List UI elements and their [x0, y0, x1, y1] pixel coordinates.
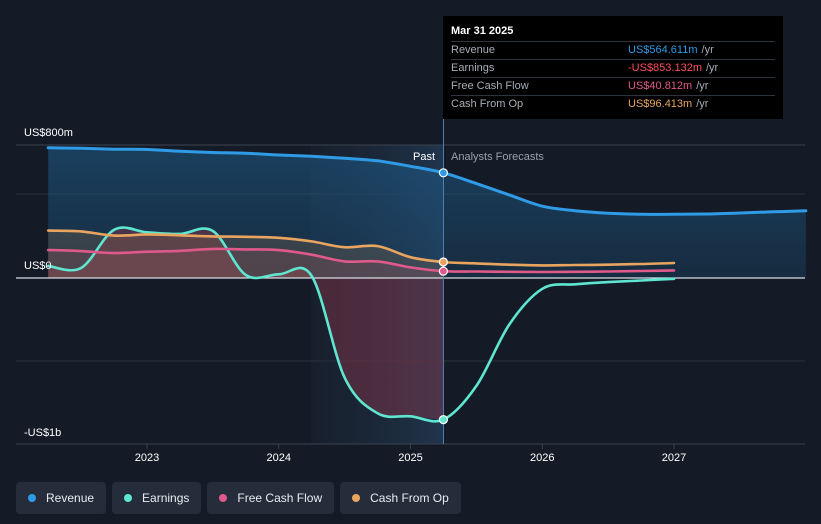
- legend-dot-icon: [352, 494, 361, 502]
- legend-label: Revenue: [46, 491, 95, 505]
- legend-item-earnings[interactable]: Earnings: [112, 482, 202, 514]
- x-axis-ticks: 2023 2024 2025 2026 2027: [135, 444, 686, 464]
- tooltip-row-free-cash-flow: Free Cash Flow US$40.812m /yr: [451, 77, 775, 95]
- cash-from-op-area: [48, 230, 444, 278]
- legend-item-free-cash-flow[interactable]: Free Cash Flow: [207, 482, 335, 514]
- legend-label: Cash From Op: [370, 491, 449, 505]
- x-tick-label: 2023: [135, 452, 159, 464]
- x-tick-label: 2026: [530, 452, 554, 464]
- tooltip-value: -US$853.132m: [628, 62, 702, 74]
- tooltip-label: Revenue: [451, 44, 496, 56]
- y-tick-label-bottom: -US$1b: [24, 427, 61, 439]
- tooltip-value: US$40.812m: [628, 80, 693, 92]
- legend-label: Free Cash Flow: [237, 491, 323, 505]
- legend-label: Earnings: [142, 491, 190, 505]
- tooltip-label: Free Cash Flow: [451, 80, 529, 92]
- x-tick-label: 2025: [398, 452, 422, 464]
- x-tick-label: 2027: [662, 452, 686, 464]
- tooltip-value: US$96.413m: [628, 98, 693, 110]
- tooltip-row-revenue: Revenue US$564.611m /yr: [451, 41, 775, 59]
- tooltip-row-cash-from-op: Cash From Op US$96.413m /yr: [451, 95, 775, 113]
- legend-item-cash-from-op[interactable]: Cash From Op: [340, 482, 461, 514]
- tooltip-unit: /yr: [696, 98, 709, 110]
- revenue-area: [48, 147, 806, 278]
- tooltip-date: Mar 31 2025: [451, 25, 514, 37]
- forecast-label: Analysts Forecasts: [451, 151, 544, 163]
- cash-from-op-marker[interactable]: [438, 257, 448, 267]
- series-lines: [46, 146, 808, 423]
- legend-dot-icon: [124, 494, 133, 502]
- x-tick-label: 2024: [267, 452, 291, 464]
- free-cash-flow-area: [48, 248, 444, 278]
- free-cash-flow-marker[interactable]: [438, 266, 448, 276]
- earnings-line: [46, 226, 676, 423]
- cash-from-op-line: [46, 229, 676, 267]
- tooltip-unit: /yr: [701, 44, 714, 56]
- tooltip-label: Earnings: [451, 62, 495, 74]
- series-markers: [438, 168, 448, 425]
- past-label: Past: [413, 151, 435, 163]
- earnings-marker[interactable]: [438, 415, 448, 425]
- legend-item-revenue[interactable]: Revenue: [16, 482, 107, 514]
- earnings-area: [48, 227, 444, 420]
- hover-tooltip: Mar 31 2025 Revenue US$564.611m /yr Earn…: [443, 16, 783, 119]
- y-tick-label-top: US$800m: [24, 127, 73, 139]
- series-areas: [48, 147, 806, 420]
- revenue-marker[interactable]: [438, 168, 448, 178]
- tooltip-unit: /yr: [706, 62, 719, 74]
- tooltip-unit: /yr: [696, 80, 709, 92]
- tooltip-label: Cash From Op: [451, 98, 524, 110]
- tooltip-row-earnings: Earnings -US$853.132m /yr: [451, 59, 775, 77]
- legend-dot-icon: [28, 494, 36, 502]
- tooltip-value: US$564.611m: [628, 44, 698, 56]
- y-tick-label-zero: US$0: [24, 260, 52, 272]
- legend-dot-icon: [219, 494, 228, 502]
- chart-legend: Revenue Earnings Free Cash Flow Cash Fro…: [16, 482, 461, 514]
- free-cash-flow-line: [46, 247, 676, 274]
- revenue-line: [46, 146, 808, 216]
